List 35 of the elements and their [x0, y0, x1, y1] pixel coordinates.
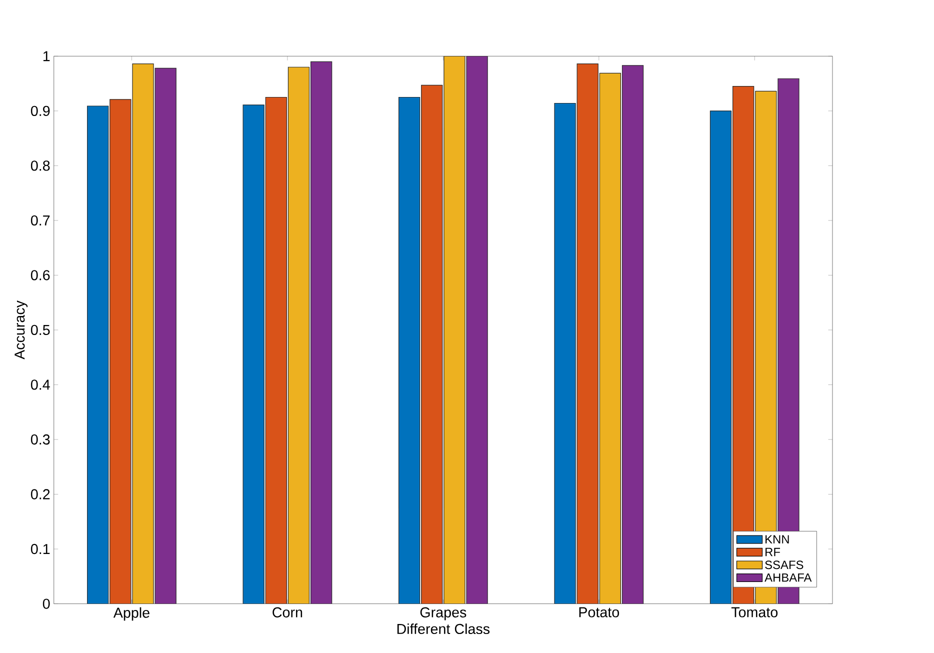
- bar: [242, 104, 264, 604]
- x-tick-label: Grapes: [420, 607, 466, 620]
- bar: [576, 63, 598, 604]
- bar: [265, 96, 287, 604]
- y-axis-title: Accuracy: [14, 300, 28, 360]
- y-tick-label: 1: [43, 51, 50, 61]
- legend-label: AHBAFA: [764, 573, 812, 582]
- bar: [398, 96, 420, 604]
- y-tick-label: 0.3: [30, 434, 50, 444]
- y-tick-label: 0: [42, 598, 50, 609]
- bar: [154, 68, 176, 604]
- y-tick-label: 0.9: [30, 106, 50, 116]
- x-tick-label: Potato: [579, 607, 620, 618]
- y-tick-label: 0.1: [30, 544, 50, 554]
- x-axis-title: Different Class: [397, 623, 490, 634]
- y-tick-label: 0.5: [30, 324, 50, 335]
- y-tick-label: 0.7: [30, 215, 50, 226]
- bar: [554, 102, 576, 604]
- bar: [421, 84, 443, 604]
- x-tick-label: Corn: [272, 607, 302, 618]
- y-tick-label: 0.8: [30, 160, 50, 171]
- bar: [710, 110, 732, 604]
- legend-label: RF: [766, 548, 780, 556]
- bar: [110, 98, 132, 604]
- y-tick-label: 0.2: [30, 488, 50, 500]
- legend-label: KNN: [766, 535, 789, 544]
- bar: [622, 64, 644, 604]
- x-tick-label: Tomato: [731, 607, 778, 618]
- y-tick-label: 0.4: [30, 379, 50, 390]
- y-tick-label: 0.6: [30, 270, 50, 280]
- legend-label: SSAFS: [765, 560, 804, 569]
- bar: [310, 61, 332, 604]
- bar: [87, 106, 109, 604]
- x-tick-label: Apple: [113, 607, 150, 620]
- bar: [466, 56, 488, 604]
